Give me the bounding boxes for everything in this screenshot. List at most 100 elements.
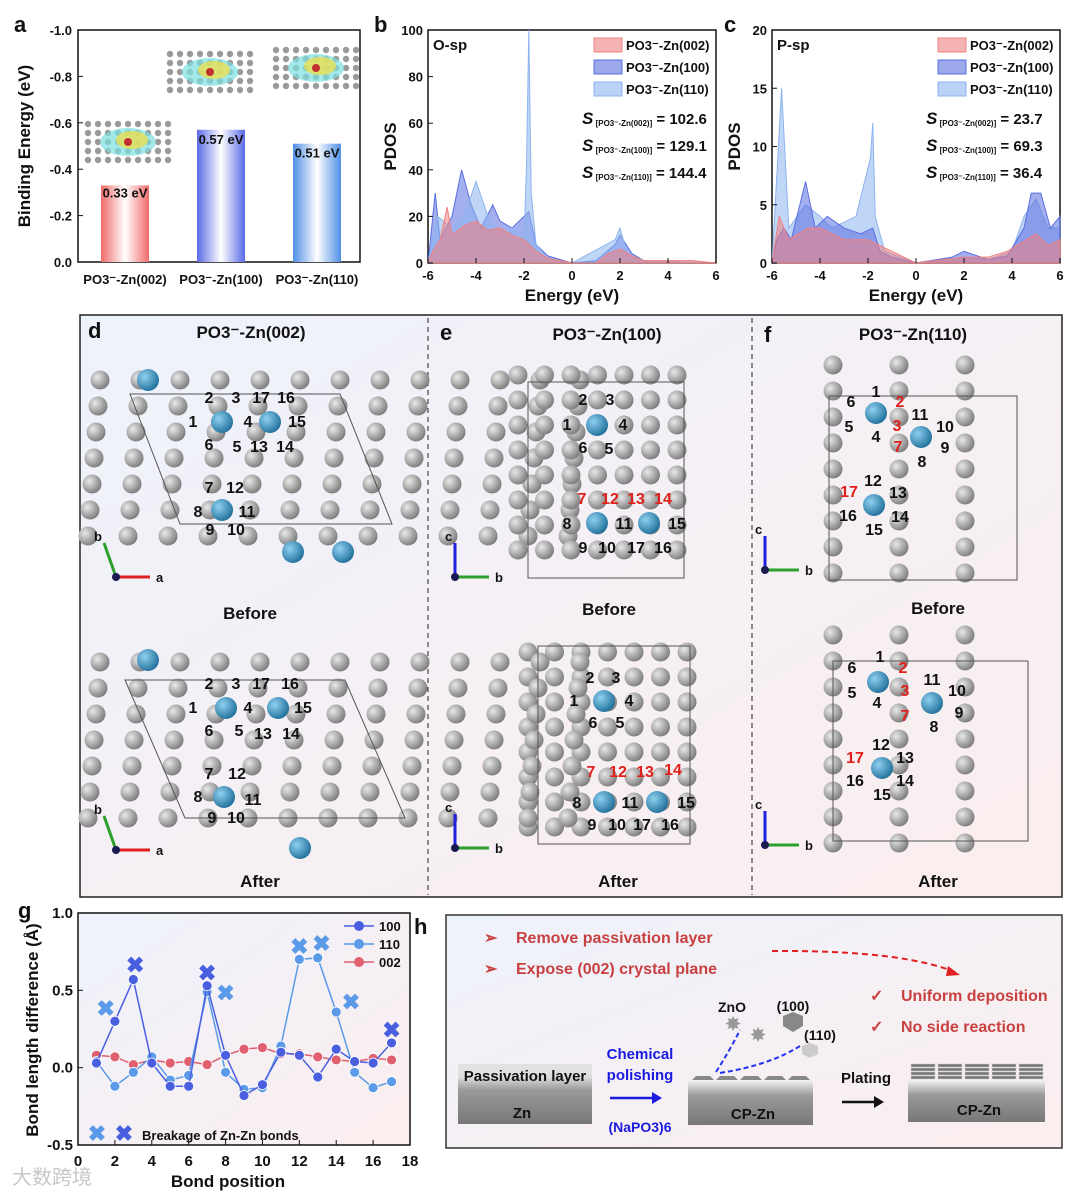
zn-atom bbox=[368, 678, 388, 698]
x-tick-label: PO3⁻-Zn(002) bbox=[83, 272, 166, 287]
data-point-002 bbox=[164, 1057, 176, 1069]
zn-atom bbox=[667, 390, 687, 410]
zn-atom bbox=[404, 448, 424, 468]
after-label-d: After bbox=[240, 872, 280, 891]
zn-atom bbox=[250, 652, 270, 672]
atom-index-label: 8 bbox=[573, 795, 582, 812]
data-point-110 bbox=[349, 1066, 361, 1078]
legend-swatch bbox=[593, 81, 623, 97]
zn-atom bbox=[624, 692, 644, 712]
zn-atom bbox=[360, 500, 380, 520]
zn-atom bbox=[561, 490, 581, 510]
zn-atom bbox=[508, 415, 528, 435]
zn-atom bbox=[955, 729, 975, 749]
atom bbox=[292, 82, 300, 90]
data-point-100 bbox=[349, 1056, 361, 1067]
y-axis-label: PDOS bbox=[725, 122, 744, 170]
zn-atom bbox=[889, 563, 909, 583]
zn-atom bbox=[535, 465, 554, 485]
atom-index-label: 10 bbox=[936, 419, 954, 436]
atom-index-label: 17 bbox=[840, 484, 858, 501]
y-tick-label: 1.0 bbox=[52, 905, 73, 922]
zn-atom bbox=[242, 474, 262, 494]
data-point-002 bbox=[201, 1059, 213, 1070]
atom-index-label: 6 bbox=[579, 440, 588, 457]
zn-atom bbox=[558, 808, 578, 828]
atom-index-label: 13 bbox=[636, 764, 654, 781]
x-tick-label: 12 bbox=[291, 1153, 308, 1170]
data-point-002 bbox=[312, 1051, 324, 1063]
data-point-110 bbox=[220, 1066, 231, 1078]
y-tick-label: 0.0 bbox=[54, 255, 72, 270]
zn-atom bbox=[248, 678, 268, 698]
atom bbox=[154, 156, 162, 164]
zn-atom bbox=[484, 448, 504, 468]
atom-index-label: 1 bbox=[189, 700, 198, 717]
y-tick-label: -0.4 bbox=[50, 162, 73, 177]
atom bbox=[322, 46, 330, 54]
zn-atom bbox=[442, 756, 462, 776]
zn-atom bbox=[651, 692, 670, 712]
zn-atom bbox=[162, 474, 182, 494]
zn-atom bbox=[823, 537, 843, 557]
blue-zn-atom bbox=[910, 426, 932, 448]
zn-atom bbox=[246, 704, 266, 724]
y-tick-label: 0 bbox=[416, 256, 423, 271]
crystal-100-icon bbox=[783, 1012, 803, 1032]
atom bbox=[154, 138, 162, 146]
integral-annotation: S [PO3⁻-Zn(110)] = 36.4 bbox=[926, 163, 1043, 182]
atom-index-label: 8 bbox=[930, 719, 939, 736]
zn-atom bbox=[588, 390, 607, 410]
zn-label: Zn bbox=[513, 1105, 531, 1122]
zn-atom bbox=[126, 704, 146, 724]
atom-index-label: 3 bbox=[606, 392, 615, 409]
axis-label: b bbox=[94, 529, 102, 544]
axis-label: b bbox=[94, 802, 102, 817]
breakage-marker-icon: ✖ bbox=[342, 990, 360, 1015]
data-point-100 bbox=[293, 1049, 305, 1061]
unit-cell bbox=[828, 395, 1018, 581]
zn-atom bbox=[614, 365, 634, 385]
integral-annotation: S [PO3⁻-Zn(100)] = 129.1 bbox=[582, 136, 707, 155]
zn-atom bbox=[566, 704, 586, 724]
value: = 144.4 bbox=[652, 165, 707, 182]
zn-atom bbox=[667, 465, 687, 485]
zn-atom bbox=[677, 642, 697, 662]
x-tick-label: 10 bbox=[254, 1153, 271, 1170]
legend-marker bbox=[354, 939, 364, 949]
structure-title-d: PO3⁻-Zn(002) bbox=[196, 323, 305, 342]
axis-label: c bbox=[755, 797, 762, 812]
zn-atom bbox=[677, 817, 697, 837]
x-tick-label: 2 bbox=[616, 268, 623, 283]
atom-index-label: 15 bbox=[873, 787, 891, 804]
value: = 102.6 bbox=[652, 111, 707, 128]
atom bbox=[342, 55, 350, 63]
axis-label: b bbox=[495, 570, 503, 585]
zn-atom bbox=[624, 667, 644, 687]
zno-crystal-icon: ✸ bbox=[749, 1025, 766, 1045]
zn-atom bbox=[158, 808, 178, 828]
legend-swatch bbox=[937, 59, 967, 75]
zn-atom bbox=[480, 500, 500, 520]
atom bbox=[94, 156, 102, 164]
x-tick-label: 18 bbox=[402, 1153, 419, 1170]
zn-atom bbox=[564, 730, 584, 750]
zn-atom bbox=[288, 678, 308, 698]
zn-atom bbox=[326, 704, 346, 724]
atom bbox=[104, 120, 112, 128]
zn-atom bbox=[667, 440, 687, 460]
grain bbox=[764, 1076, 786, 1080]
atom-index-label: 13 bbox=[889, 485, 907, 502]
zn-atom bbox=[677, 667, 697, 687]
atom-index-label: 14 bbox=[891, 509, 909, 526]
zn-atom bbox=[641, 540, 660, 560]
zn-platelet bbox=[937, 1063, 963, 1068]
zn-atom bbox=[490, 652, 510, 672]
data-point-100 bbox=[275, 1046, 287, 1058]
atom bbox=[272, 82, 280, 90]
axis-origin bbox=[451, 573, 459, 581]
zn-atom bbox=[588, 440, 607, 460]
x-tick-label: 4 bbox=[664, 268, 672, 283]
zn-atom bbox=[82, 474, 102, 494]
zn-atom bbox=[368, 396, 388, 416]
